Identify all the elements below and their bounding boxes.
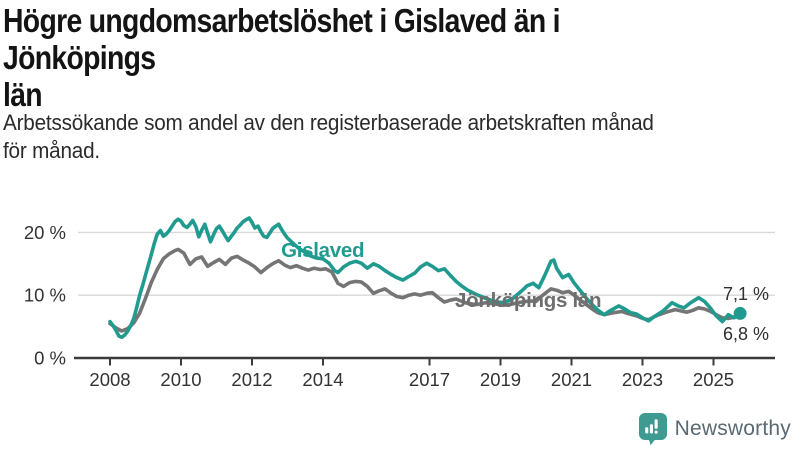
chart-subtitle: Arbetssökande som andel av den registerb… [3,110,654,163]
x-tick-label: 2021 [551,369,592,390]
newsworthy-logo-text: Newsworthy [674,417,791,440]
series-end-dot [733,306,747,320]
newsworthy-logo-icon [638,413,667,446]
x-tick-label: 2008 [89,369,130,390]
x-tick-label: 2019 [480,369,521,390]
x-tick-label: 2012 [231,369,272,390]
newsworthy-logo[interactable]: Newsworthy [638,412,791,446]
x-tick-label: 2010 [160,369,201,390]
series-label: Gislaved [281,239,364,262]
x-tick-label: 2023 [622,369,663,390]
y-tick-label: 0 % [34,348,66,369]
chart-title: Högre ungdomsarbetslöshet i Gislaved än … [3,2,561,113]
end-value-label: 7,1 % [723,284,769,304]
x-tick-label: 2025 [693,369,734,390]
series-label: Jönköpings län [455,289,601,312]
end-value-label: 6,8 % [723,324,769,344]
y-tick-label: 10 % [24,285,66,306]
x-tick-label: 2017 [409,369,450,390]
chart-header: Högre ungdomsarbetslöshet i Gislaved än … [3,2,800,163]
x-tick-label: 2014 [302,369,343,390]
y-tick-label: 20 % [24,222,66,243]
series-line-gislaved [108,216,742,340]
